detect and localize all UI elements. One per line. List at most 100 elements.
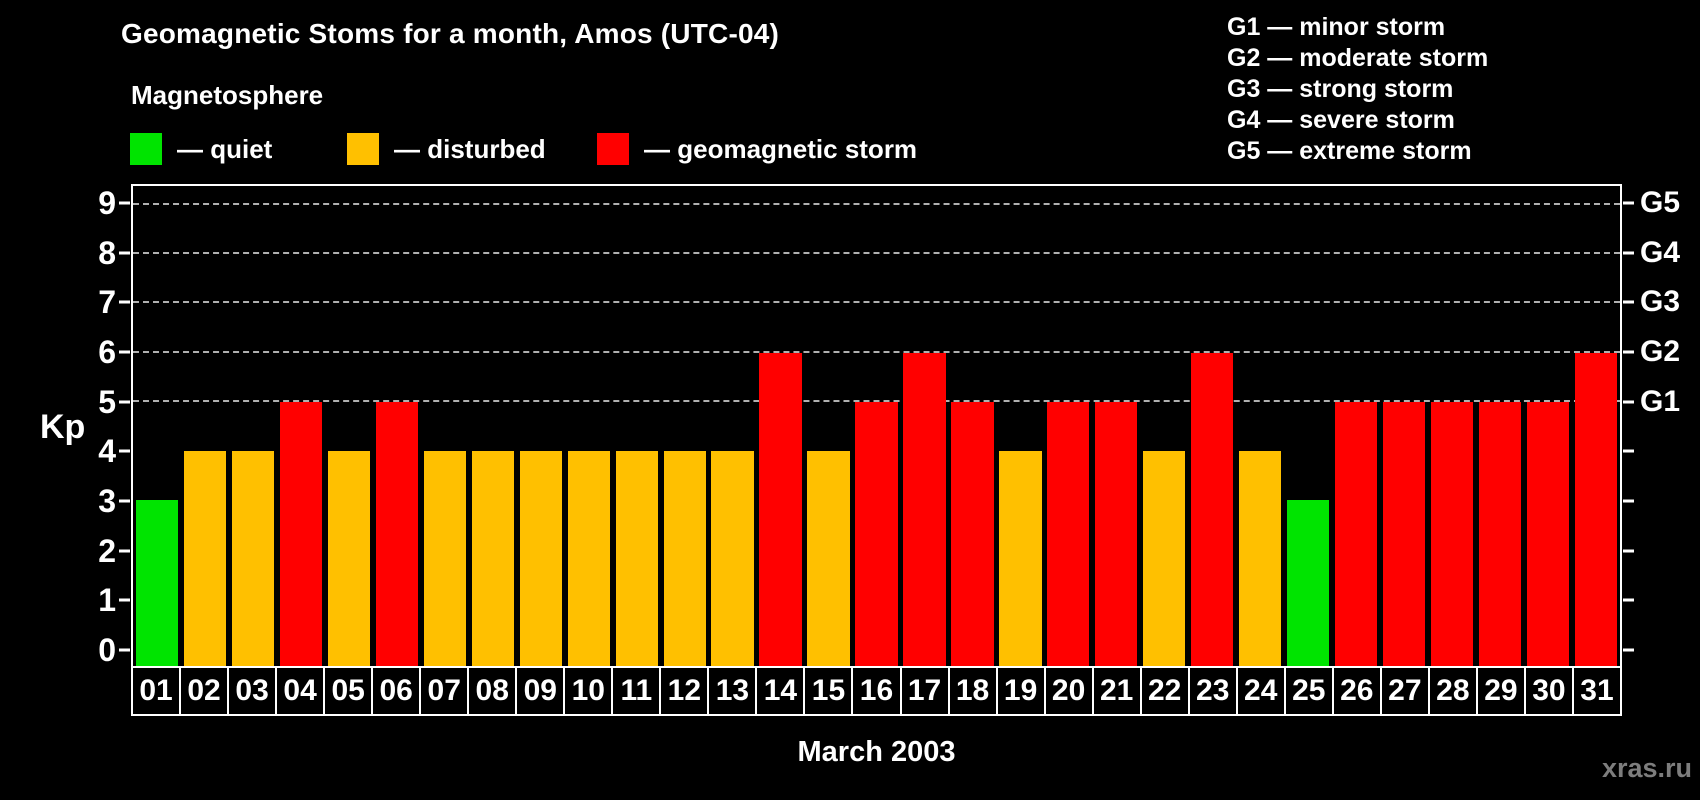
bar-day-29 (1478, 401, 1522, 666)
day-cell-14: 14 (757, 668, 806, 714)
bar-day-23 (1191, 352, 1234, 666)
right-tick-kp-5 (1623, 400, 1634, 404)
gridline-kp-7 (133, 301, 1620, 304)
left-tick-kp-8 (119, 251, 130, 255)
left-tick-kp-9 (119, 201, 130, 205)
bar-day-30 (1526, 401, 1570, 666)
day-cell-09: 09 (517, 668, 566, 714)
y-tick-label-8: 8 (98, 234, 116, 271)
g-scale-legend: G1 — minor storm G2 — moderate storm G3 … (1227, 12, 1488, 167)
legend-label-disturbed: — disturbed (394, 134, 546, 164)
bar-day-15 (807, 451, 850, 666)
left-tick-kp-4 (119, 449, 130, 453)
legend-label-quiet: — quiet (177, 134, 273, 164)
y-tick-label-0: 0 (98, 632, 116, 669)
bar-day-19 (999, 451, 1042, 666)
bar-day-16 (855, 401, 898, 666)
left-tick-kp-2 (119, 549, 130, 553)
disturbed-swatch (347, 133, 379, 165)
right-axis-label-g4: G4 (1640, 235, 1681, 269)
legend-item-storm: — geomagnetic storm (597, 131, 917, 167)
right-tick-kp-3 (1623, 499, 1634, 503)
y-tick-label-7: 7 (98, 284, 116, 321)
day-cell-11: 11 (613, 668, 662, 714)
left-tick-kp-3 (119, 499, 130, 503)
y-tick-label-2: 2 (98, 532, 116, 569)
right-axis-label-g1: G1 (1640, 384, 1681, 418)
bar-day-28 (1431, 401, 1474, 666)
y-tick-label-1: 1 (98, 582, 116, 619)
bar-day-09 (519, 451, 562, 666)
gridline-kp-5 (133, 399, 1620, 402)
day-cell-25: 25 (1285, 668, 1334, 714)
day-cell-29: 29 (1477, 668, 1526, 714)
y-tick-label-3: 3 (98, 483, 116, 520)
day-cell-03: 03 (229, 668, 278, 714)
day-cell-13: 13 (709, 668, 758, 714)
day-cell-06: 06 (373, 668, 422, 714)
day-cell-23: 23 (1189, 668, 1238, 714)
bar-day-20 (1047, 401, 1090, 666)
bar-day-27 (1383, 401, 1426, 666)
left-tick-kp-5 (119, 400, 130, 404)
y-axis-title-wrap: Kp (40, 184, 100, 668)
right-axis-ticks (1623, 184, 1634, 668)
day-cell-19: 19 (997, 668, 1046, 714)
bar-day-24 (1239, 451, 1282, 666)
bar-day-11 (615, 451, 658, 666)
day-cell-24: 24 (1237, 668, 1286, 714)
day-cell-12: 12 (661, 668, 710, 714)
chart-title: Geomagnetic Stoms for a month, Amos (UTC… (121, 18, 780, 49)
bar-day-02 (183, 451, 227, 666)
y-tick-label-4: 4 (98, 433, 116, 470)
bar-day-10 (567, 451, 610, 666)
g-scale-line-g5: G5 — extreme storm (1227, 137, 1472, 165)
day-cell-05: 05 (325, 668, 374, 714)
left-tick-kp-1 (119, 598, 130, 602)
y-tick-label-6: 6 (98, 333, 116, 370)
right-tick-kp-2 (1623, 549, 1634, 553)
left-tick-kp-6 (119, 350, 130, 354)
right-axis-g-labels: G1 G2 G3 G4 G5 (1640, 184, 1700, 668)
bar-day-07 (423, 451, 466, 666)
left-tick-kp-7 (119, 300, 130, 304)
day-cell-28: 28 (1429, 668, 1478, 714)
right-tick-kp-9 (1623, 201, 1634, 205)
bar-day-13 (711, 451, 754, 666)
right-tick-kp-7 (1623, 300, 1634, 304)
chart-subtitle: Magnetosphere (131, 80, 324, 110)
bar-day-01 (135, 500, 179, 666)
right-axis-label-g5: G5 (1640, 185, 1681, 219)
day-cell-10: 10 (565, 668, 614, 714)
g-scale-line-g1: G1 — minor storm (1227, 13, 1446, 41)
right-tick-kp-8 (1623, 251, 1634, 255)
day-cell-18: 18 (949, 668, 998, 714)
plot-area (131, 184, 1622, 668)
left-tick-kp-0 (119, 648, 130, 652)
bar-day-18 (951, 401, 994, 666)
g-scale-line-g3: G3 — strong storm (1227, 75, 1454, 103)
bar-day-17 (903, 352, 946, 666)
legend-label-storm: — geomagnetic storm (644, 134, 918, 164)
g-scale-line-g4: G4 — severe storm (1227, 106, 1455, 134)
gridline-kp-9 (133, 202, 1620, 205)
watermark: xras.ru (1601, 753, 1692, 783)
bar-day-05 (327, 451, 370, 666)
color-legend: — quiet — disturbed — geomagnetic storm (0, 131, 1700, 167)
right-tick-kp-4 (1623, 449, 1634, 453)
quiet-swatch (130, 133, 162, 165)
day-label-row: 01 02 03 04 05 06 07 08 09 10 11 12 13 14 15 16 17 18 19 20… (131, 666, 1622, 716)
y-axis-tick-labels: 0 1 2 3 4 5 6 7 8 9 (0, 184, 116, 668)
right-tick-kp-6 (1623, 350, 1634, 354)
bar-day-25 (1287, 500, 1330, 666)
bar-day-06 (375, 401, 418, 666)
right-axis-label-g2: G2 (1640, 334, 1681, 368)
right-tick-kp-0 (1623, 648, 1634, 652)
y-axis-title: Kp (40, 407, 86, 446)
bar-day-14 (759, 352, 802, 666)
bar-day-22 (1143, 451, 1186, 666)
left-axis-ticks (119, 184, 130, 668)
day-cell-27: 27 (1381, 668, 1430, 714)
day-cell-07: 07 (421, 668, 470, 714)
day-cell-30: 30 (1525, 668, 1574, 714)
